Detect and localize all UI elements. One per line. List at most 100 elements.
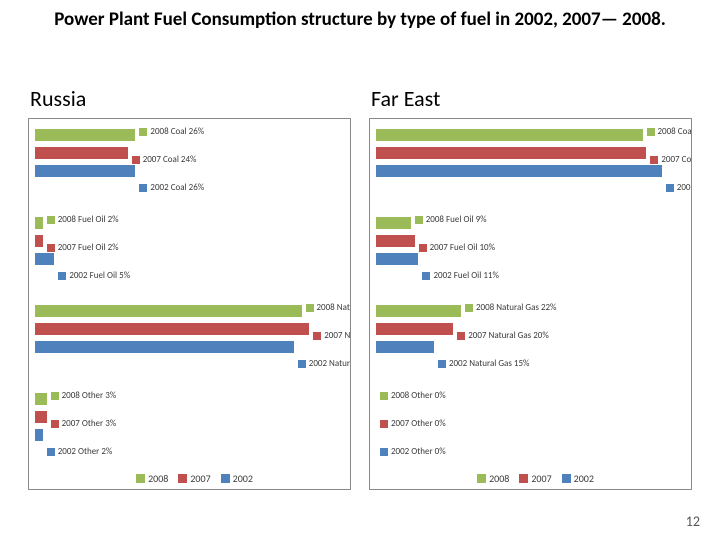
bar-label: 2008 Fuel Oil 2% [47,215,119,225]
bar-row: 2002 Natural Gas 67% [35,341,344,353]
bar-label-text: 2002 Fuel Oil 5% [69,270,130,281]
bar-row: 2002 Coal 26% [35,165,344,177]
group-other: 2008 Other 0%2007 Other 0%2002 Other 0% [376,393,685,453]
bar-row: 2007 Natural Gas 20% [376,323,685,335]
legend-swatch-icon [178,474,187,483]
legend-swatch-icon [562,474,571,483]
bar-label-text: 2002 Other 0% [391,446,446,457]
bar-label-text: 2007 Fuel Oil 2% [58,242,119,253]
legend-swatch-icon [221,474,230,483]
legend-marker-icon [457,332,465,340]
legend-marker-icon [51,392,59,400]
legend-marker-icon [139,184,147,192]
bar-label: 2007 Coal 70% [650,155,692,165]
legend-marker-icon [47,244,55,252]
bar-label: 2007 Coal 24% [132,155,197,165]
panel-fareast-title: Far East [371,85,692,112]
bar [35,305,302,317]
legend-label: 2008 [489,472,509,485]
bar-row: 2007 Other 3% [35,411,344,423]
bar-row: 2007 Fuel Oil 2% [35,235,344,247]
legend-marker-icon [51,420,59,428]
bar-row: 2007 Natural Gas 71% [35,323,344,335]
legend-marker-icon [47,448,55,456]
bar [35,147,128,159]
bar-row: 2008 Fuel Oil 2% [35,217,344,229]
legend-marker-icon [415,216,423,224]
bar-label: 2008 Coal 26% [139,127,204,137]
bar-row: 2008 Natural Gas 22% [376,305,685,317]
group-coal: 2008 Coal 69%2007 Coal 70%2002 Coal 74% [376,129,685,189]
bar-label: 2008 Natural Gas 69% [306,303,352,313]
chart-russia: 2008 Coal 26%2007 Coal 24%2002 Coal 26%2… [28,118,351,490]
bar-row: 2008 Coal 26% [35,129,344,141]
group-coal: 2008 Coal 26% 2007 Coal 24%2002 Coal 26% [35,129,344,189]
bar-label-text: 2008 Fuel Oil 2% [58,214,119,225]
bar-label-text: 2007 Natural Gas 20% [468,330,549,341]
bar [376,147,646,159]
group-other: 2008 Other 3%2007 Other 3%2002 Other 2% [35,393,344,453]
bar-row: 2002 Fuel Oil 5% [35,253,344,265]
bar-label: 2008 Coal 69% [647,127,693,137]
bar-label: 2002 Coal 26% [139,183,204,193]
bar-label-text: 2008 Natural Gas 22% [476,302,557,313]
bar-row: 2002 Other 0% [376,429,685,441]
bar-label-text: 2002 Natural Gas 67% [309,358,351,369]
bar-row: 2002 Coal 74% [376,165,685,177]
bar-label-text: 2002 Fuel Oil 11% [433,270,498,281]
bar-label: 2002 Other 2% [47,447,113,457]
legend-label: 2007 [190,472,210,485]
bar-label: 2007 Other 0% [380,419,446,429]
panel-russia-title: Russia [30,85,351,112]
legend-marker-icon [380,448,388,456]
bar-label: 2002 Fuel Oil 5% [58,271,130,281]
bar [35,323,309,335]
bar-row: 2008 Other 3% [35,393,344,405]
bar-row: 2008 Natural Gas 69% [35,305,344,317]
bar-label: 2007 Natural Gas 71% [313,331,351,341]
bar-label-text: 2002 Natural Gas 15% [449,358,530,369]
bar-label: 2002 Other 0% [380,447,446,457]
bar [35,429,43,441]
legend-marker-icon [465,304,473,312]
bar-label: 2007 Natural Gas 20% [457,331,549,341]
bar-row: 2002 Fuel Oil 11% [376,253,685,265]
legend-label: 2002 [233,472,253,485]
legend-marker-icon [380,392,388,400]
bar-label: 2008 Other 3% [51,391,117,401]
group-natural-gas: 2008 Natural Gas 22% 2007 Natural Gas 20%… [376,305,685,365]
bar-row: 2002 Other 2% [35,429,344,441]
chart-legend: 200820072002 [29,471,350,485]
group-natural-gas: 2008 Natural Gas 69% 2007 Natural Gas 71%… [35,305,344,365]
bar-label-text: 2007 Other 3% [62,418,117,429]
slide-title: Power Plant Fuel Consumption structure b… [40,8,680,32]
bar-label-text: 2002 Coal 26% [150,182,204,193]
bar-label-text: 2007 Other 0% [391,418,446,429]
bar-label-text: 2002 Other 2% [58,446,113,457]
bar-label-text: 2008 Other 3% [62,390,117,401]
bar-label-text: 2007 Fuel Oil 10% [430,242,495,253]
legend-marker-icon [380,420,388,428]
legend-marker-icon [419,244,427,252]
legend-label: 2007 [531,472,551,485]
bar [35,129,135,141]
legend-marker-icon [132,156,140,164]
chart-legend: 200820072002 [370,471,691,485]
bar-label: 2008 Other 0% [380,391,446,401]
chart-fareast: 2008 Coal 69%2007 Coal 70%2002 Coal 74%2… [369,118,692,490]
legend-marker-icon [650,156,658,164]
bar-label-text: 2007 Coal 70% [661,154,692,165]
bar-label: 2008 Fuel Oil 9% [415,215,487,225]
bar [376,165,662,177]
bar-row: 2007 Fuel Oil 10% [376,235,685,247]
bar-label: 2002 Natural Gas 15% [438,359,530,369]
bar [35,393,47,405]
bar [376,323,453,335]
bar-row: 2008 Other 0% [376,393,685,405]
bar-row: 2007 Other 0% [376,411,685,423]
bar [35,253,54,265]
legend-marker-icon [47,216,55,224]
bar [35,411,47,423]
bar-label: 2007 Fuel Oil 10% [419,243,495,253]
legend-marker-icon [438,360,446,368]
